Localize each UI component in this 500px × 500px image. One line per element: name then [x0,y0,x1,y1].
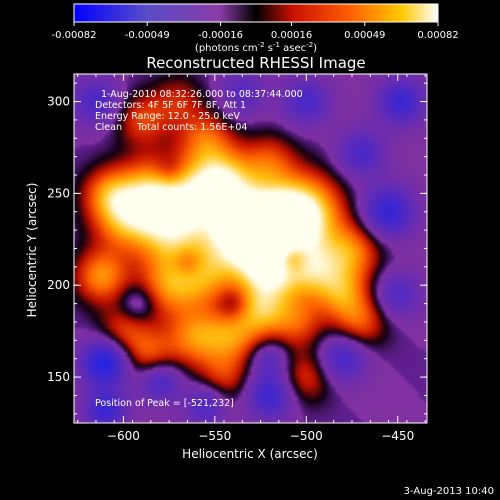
colorbar-gradient [73,3,439,23]
y-tick-label: 150 [47,370,70,384]
x-tick-label: −450 [381,429,414,443]
x-axis-label: Heliocentric X (arcsec) [182,447,318,461]
footer-timestamp: 3-Aug-2013 10:40 [404,486,494,497]
peak-position-label: Position of Peak = [-521,232] [95,398,234,409]
colorbar-tick-label: -0.00016 [198,30,243,41]
x-tick-label: −550 [198,429,231,443]
colorbar-tick-label: -0.00049 [125,30,170,41]
y-axis-label: Heliocentric Y (arcsec) [25,183,39,318]
heatmap-image [74,74,427,423]
colorbar-tick-label: 0.00082 [417,30,458,41]
y-tick-label: 200 [47,278,70,292]
chart-title: Reconstructed RHESSI Image [146,54,365,72]
x-tick-label: −600 [107,429,140,443]
colorbar-tick-label: -0.00082 [52,30,97,41]
colorbar-units: (photons cm-2 s-1 asec-2) [195,41,317,54]
heatmap-raster [74,74,427,423]
annotation-detectors: Detectors: 4F 5F 6F 7F 8F, Att 1 [95,100,246,111]
x-axis: −600 −550 −500 −450 [77,74,426,443]
y-axis: 150 200 250 300 [47,82,427,415]
annotation-time-range: 1-Aug-2010 08:32:26.000 to 08:37:44.000 [101,89,303,100]
y-tick-label: 250 [47,186,70,200]
colorbar-tick-label: 0.00049 [344,30,385,41]
x-tick-label: −500 [290,429,323,443]
colorbar-tick-label: 0.00016 [271,30,312,41]
y-tick-label: 300 [47,95,70,109]
annotation-block: 1-Aug-2010 08:32:26.000 to 08:37:44.000 … [95,89,303,133]
annotation-energy-range: Energy Range: 12.0 - 25.0 keV [95,111,240,122]
colorbar-ticks: -0.00082 -0.00049 -0.00016 0.00016 0.00049 0.… [52,22,459,41]
annotation-clean-counts: Clean Total counts: 1.56E+04 [95,122,247,133]
colorbar: -0.00082 -0.00049 -0.00016 0.00016 0.00049 0.… [52,3,459,54]
